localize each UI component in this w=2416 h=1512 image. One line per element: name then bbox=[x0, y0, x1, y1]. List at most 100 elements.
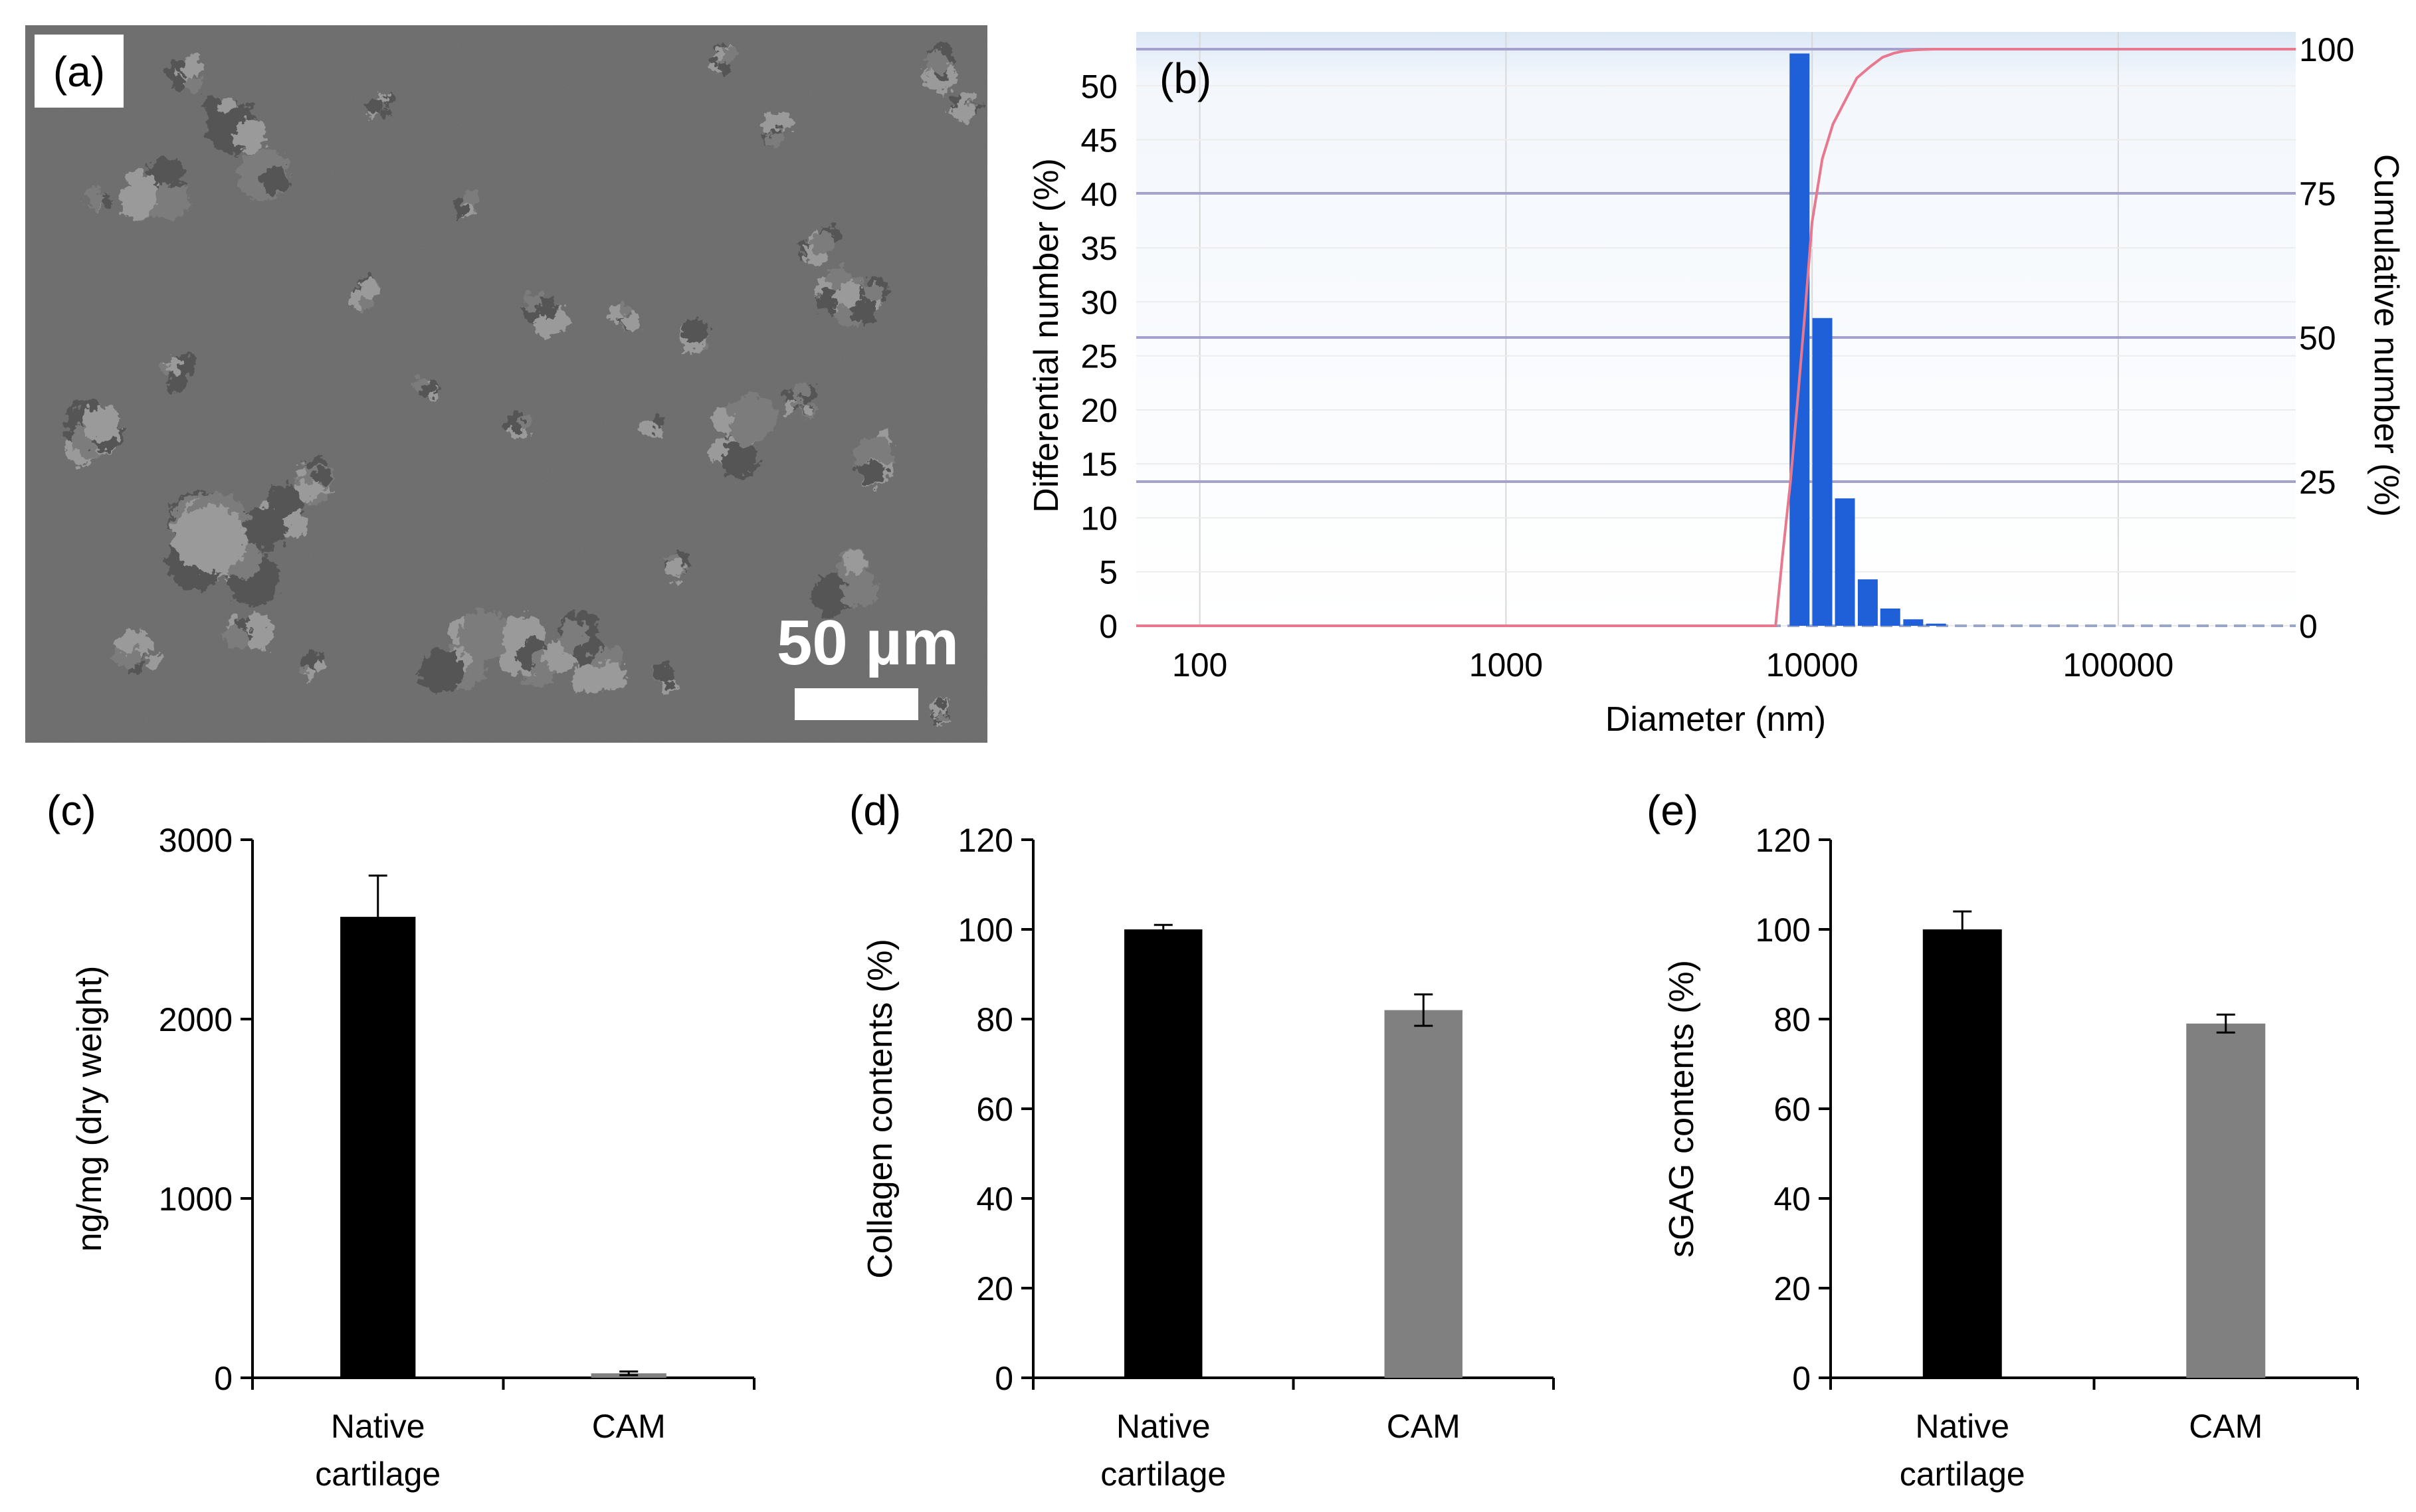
sem-particle bbox=[505, 412, 532, 439]
sem-particle bbox=[113, 629, 162, 675]
chart-d-y-tick-label: 120 bbox=[958, 822, 1013, 859]
chart-b-cumulative-line bbox=[1136, 48, 2296, 627]
chart-b-y-tick-label: 45 bbox=[1080, 122, 1118, 159]
chart-d-error-bar bbox=[1154, 923, 1173, 935]
chart-d-category-label: cartilage bbox=[1100, 1456, 1226, 1493]
panel-a-sem-image: (a) 50 µm bbox=[25, 25, 987, 743]
chart-e-category-label: Native bbox=[1915, 1408, 2009, 1445]
panel-e-chart: (e) 0 20 40 60 80 100 120 Native cartilage CAM sGA… bbox=[1647, 787, 2359, 1493]
chart-b-x-tick-label: 1000 bbox=[1469, 646, 1543, 684]
chart-d-y-tick-label: 20 bbox=[976, 1270, 1013, 1307]
sem-particle bbox=[948, 92, 981, 122]
chart-b-y-tick-label: 0 bbox=[1099, 608, 1118, 645]
chart-e-y-tick-label: 80 bbox=[1773, 1001, 1811, 1038]
sem-particle bbox=[453, 191, 478, 217]
sem-particle bbox=[664, 551, 690, 583]
chart-d-category-label: CAM bbox=[1387, 1408, 1460, 1445]
chart-d-y-tick-label: 40 bbox=[976, 1181, 1013, 1218]
sem-particle bbox=[243, 484, 309, 550]
chart-e-bar-cam bbox=[2186, 1023, 2266, 1378]
chart-c-error-bar bbox=[619, 1370, 639, 1376]
sem-particle bbox=[418, 610, 512, 694]
chart-d-bar-native bbox=[1124, 929, 1203, 1378]
panel-d-label: (d) bbox=[849, 787, 901, 834]
panel-c-chart: (c) 0 1000 2000 3000 Native cartilage CAM ng/mg… bbox=[47, 787, 755, 1493]
chart-e-y-tick-label: 40 bbox=[1773, 1181, 1811, 1218]
chart-c-y-tick-label: 1000 bbox=[159, 1181, 233, 1218]
sem-particle bbox=[224, 613, 274, 650]
chart-b-y-tick-label: 10 bbox=[1080, 500, 1118, 537]
chart-d-category-label: Native bbox=[1116, 1408, 1211, 1445]
sem-particle bbox=[811, 550, 878, 617]
sem-particle bbox=[118, 157, 189, 221]
chart-b-y-tick-label: 40 bbox=[1080, 176, 1118, 213]
sem-particle bbox=[679, 317, 710, 353]
sem-particle bbox=[522, 291, 571, 338]
chart-e-bar-native bbox=[1922, 929, 2002, 1378]
chart-e-y-tick-label: 120 bbox=[1756, 822, 1811, 859]
chart-c-y-tick-label: 0 bbox=[214, 1360, 233, 1397]
sem-particle bbox=[165, 55, 203, 93]
sem-particle bbox=[203, 95, 236, 118]
chart-e-y-axis-label: sGAG contents (%) bbox=[1662, 960, 1701, 1258]
chart-b-x-tick-label: 10000 bbox=[1766, 646, 1859, 684]
chart-b-y-ticks: 0 5 10 15 20 25 30 35 40 45 50 bbox=[1080, 68, 1118, 645]
chart-b-x-axis-label: Diameter (nm) bbox=[1605, 700, 1826, 739]
chart-c-y-tick-label: 3000 bbox=[159, 822, 233, 859]
chart-b-bar bbox=[1812, 318, 1833, 626]
sem-particle bbox=[928, 696, 952, 727]
sem-particle bbox=[298, 652, 328, 681]
panel-c-label: (c) bbox=[47, 787, 96, 834]
sem-particle bbox=[653, 662, 678, 696]
chart-d-y-tick-label: 80 bbox=[976, 1001, 1013, 1038]
chart-b-y-tick-label: 15 bbox=[1080, 446, 1118, 483]
scale-bar bbox=[795, 688, 918, 720]
chart-b-y2-axis-label: Cumulative number (%) bbox=[2367, 154, 2405, 517]
chart-c-category-label: CAM bbox=[592, 1408, 666, 1445]
panel-a-label-box bbox=[35, 35, 124, 108]
sem-particle bbox=[415, 375, 439, 401]
chart-e-category-label: CAM bbox=[2189, 1408, 2263, 1445]
sem-particle bbox=[711, 395, 776, 477]
chart-e-y-tick-label: 20 bbox=[1773, 1270, 1811, 1307]
sem-particle bbox=[782, 381, 817, 419]
chart-b-bar bbox=[1880, 608, 1900, 626]
chart-b-y-tick-label: 50 bbox=[1080, 68, 1118, 105]
chart-b-y2-tick-label: 0 bbox=[2299, 608, 2318, 645]
chart-b-y2-tick-label: 100 bbox=[2299, 31, 2354, 68]
sem-particle bbox=[571, 638, 626, 696]
chart-b-y-tick-label: 5 bbox=[1099, 554, 1118, 591]
chart-e-y-tick-label: 0 bbox=[1792, 1360, 1811, 1397]
chart-e-error-bar bbox=[1953, 910, 1972, 949]
chart-d-error-bar bbox=[1414, 993, 1433, 1027]
chart-b-y-tick-label: 20 bbox=[1080, 392, 1118, 429]
chart-b-y2-ticks: 0 25 50 75 100 bbox=[2299, 31, 2354, 645]
chart-b-x-tick-label: 100 bbox=[1172, 646, 1227, 684]
sem-particle bbox=[922, 43, 957, 93]
sem-particle bbox=[294, 457, 334, 505]
chart-b-y2-tick-label: 75 bbox=[2299, 175, 2336, 213]
sem-particle bbox=[639, 413, 664, 436]
chart-e-y-tick-label: 60 bbox=[1773, 1091, 1811, 1128]
chart-c-category-label: Native bbox=[331, 1408, 425, 1445]
sem-particle bbox=[350, 275, 381, 310]
sem-particle bbox=[833, 276, 889, 329]
chart-b-plot-background bbox=[1136, 32, 2296, 626]
chart-b-x-tick-label: 100000 bbox=[2063, 646, 2173, 684]
chart-e-error-bar bbox=[2216, 1013, 2235, 1034]
sem-particle bbox=[853, 430, 894, 488]
chart-b-y2-tick-label: 50 bbox=[2299, 320, 2336, 357]
sem-particle bbox=[367, 92, 394, 120]
chart-c-y-axis-label: ng/mg (dry weight) bbox=[70, 966, 109, 1252]
chart-b-y-tick-label: 35 bbox=[1080, 230, 1118, 267]
chart-d-bar-cam bbox=[1384, 1010, 1462, 1378]
sem-particle bbox=[708, 43, 736, 74]
chart-c-error-bar bbox=[368, 874, 387, 959]
chart-b-bar bbox=[1835, 498, 1855, 626]
scale-bar-label: 50 µm bbox=[777, 607, 959, 678]
chart-c-y-tick-label: 2000 bbox=[159, 1001, 233, 1038]
chart-e-y-tick-label: 100 bbox=[1756, 911, 1811, 949]
chart-e-category-label: cartilage bbox=[1900, 1456, 2025, 1493]
sem-particles bbox=[64, 43, 981, 727]
chart-b-bar bbox=[1903, 619, 1924, 626]
